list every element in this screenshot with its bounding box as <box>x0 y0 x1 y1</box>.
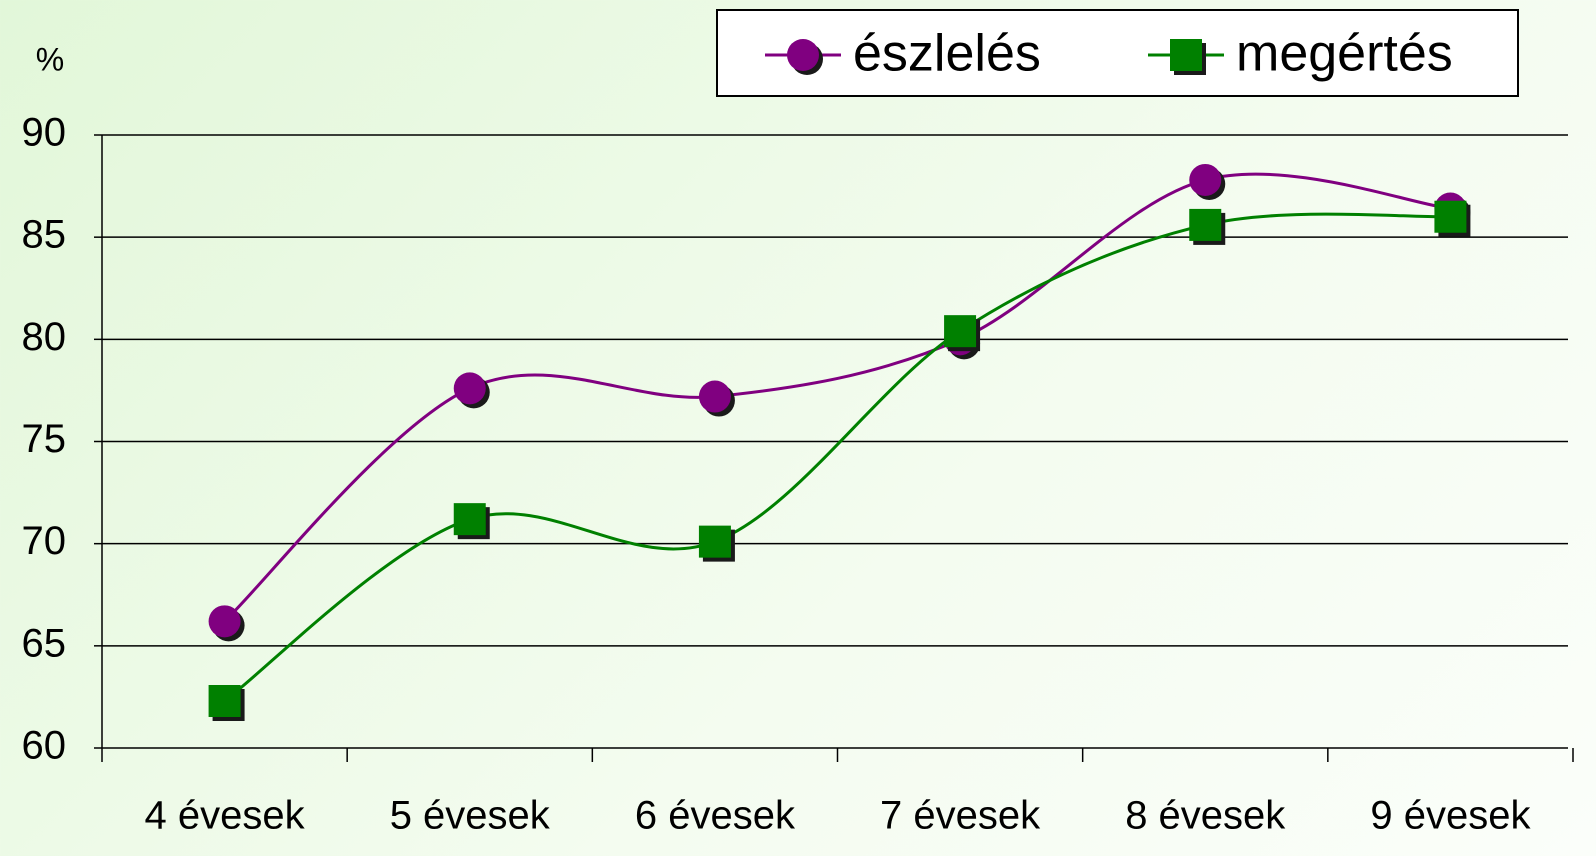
y-tick-label: 70 <box>22 519 67 563</box>
data-point <box>453 372 486 405</box>
data-point <box>944 315 977 348</box>
legend-label: megértés <box>1236 25 1453 83</box>
data-point <box>698 525 731 558</box>
y-tick-label: 65 <box>22 621 67 665</box>
data-point <box>1434 200 1467 233</box>
y-tick-label: 85 <box>22 213 67 257</box>
y-tick-label: 75 <box>22 417 67 461</box>
x-tick-label: 4 évesek <box>145 794 306 838</box>
x-tick-label: 9 évesek <box>1370 794 1531 838</box>
y-axis-label: % <box>36 41 64 77</box>
data-point <box>698 380 731 413</box>
data-point <box>453 503 486 536</box>
y-tick-label: 80 <box>22 315 67 359</box>
x-tick-label: 8 évesek <box>1125 794 1286 838</box>
series-line <box>223 212 1451 703</box>
legend-marker <box>1170 39 1202 71</box>
legend-box <box>716 9 1519 97</box>
series-line <box>223 172 1451 623</box>
data-point <box>1189 163 1222 196</box>
x-tick-label: 6 évesek <box>635 794 796 838</box>
x-tick-label: 5 évesek <box>390 794 551 838</box>
data-point <box>1189 208 1222 241</box>
x-tick-label: 7 évesek <box>880 794 1041 838</box>
data-point <box>208 685 241 718</box>
y-tick-label: 60 <box>22 724 67 768</box>
data-point <box>208 605 241 638</box>
y-tick-label: 90 <box>22 111 67 155</box>
legend-label: észlelés <box>853 25 1041 83</box>
legend-marker <box>787 39 819 71</box>
